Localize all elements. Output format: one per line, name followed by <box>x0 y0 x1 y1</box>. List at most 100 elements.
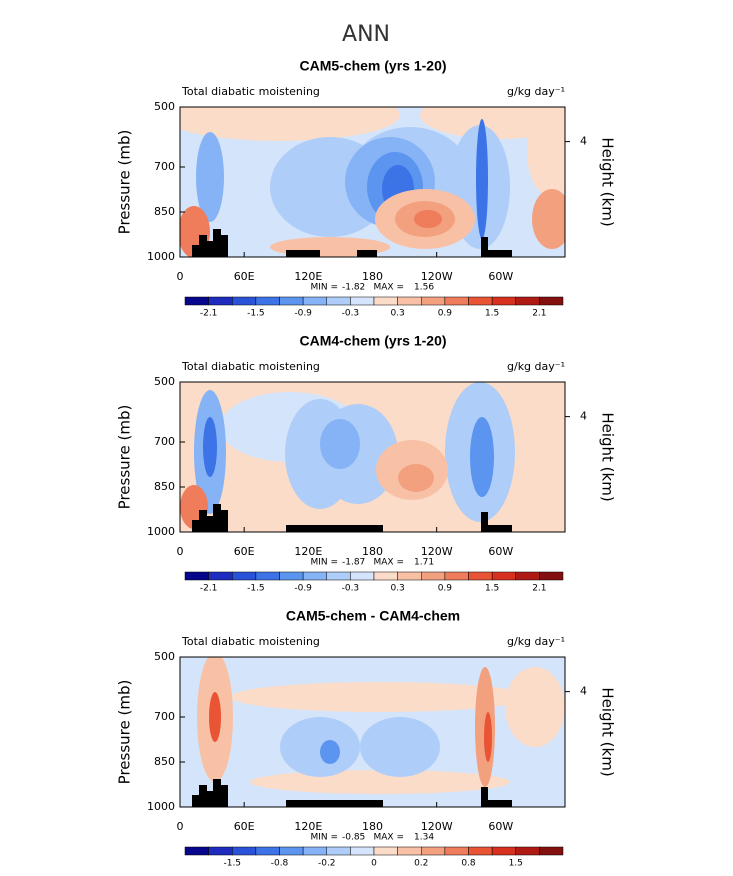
colorbar-box <box>326 296 351 306</box>
colorbar-box <box>350 571 375 581</box>
colorbar-label: 0.8 <box>461 859 476 869</box>
colorbar-box <box>302 846 327 856</box>
colorbar-box <box>373 571 398 581</box>
x-tick-label: 120E <box>294 270 322 283</box>
x-tick-label: 120E <box>294 545 322 558</box>
colorbar-box <box>232 296 257 306</box>
colorbar-box <box>421 296 446 306</box>
colorbar-box <box>184 296 209 306</box>
x-tick-label: 60E <box>234 820 255 833</box>
contour-region <box>280 717 360 777</box>
colorbar-box <box>515 571 540 581</box>
contour-region <box>230 682 530 712</box>
land <box>481 237 488 257</box>
contour-field <box>180 107 565 257</box>
colorbar-box <box>208 571 233 581</box>
field-label: Total diabatic moistening <box>181 635 320 648</box>
colorbar-box <box>184 571 209 581</box>
y-axis-label: Pressure (mb) <box>116 405 134 510</box>
y-tick-label: 500 <box>154 100 175 113</box>
colorbar-box <box>232 846 257 856</box>
colorbar-label: 1.5 <box>485 584 499 594</box>
min-value: -1.82 <box>342 283 365 293</box>
colorbar-box <box>279 571 304 581</box>
land <box>220 785 228 807</box>
panel-title: CAM5-chem - CAM4-chem <box>286 608 460 624</box>
max-value: 1.71 <box>414 558 434 568</box>
colorbar-box <box>397 846 422 856</box>
land <box>213 229 221 257</box>
y-axis-label: Pressure (mb) <box>116 130 134 235</box>
colorbar-label: 0.9 <box>438 584 453 594</box>
y2-tick-label: 4 <box>580 685 587 698</box>
y2-axis-label: Height (km) <box>599 137 617 226</box>
min-value: -0.85 <box>342 833 365 843</box>
colorbar-label: -0.2 <box>318 859 336 869</box>
contour-region <box>505 667 565 747</box>
colorbar-box <box>468 846 493 856</box>
y2-axis-label: Height (km) <box>599 412 617 501</box>
y-tick-label: 1000 <box>147 800 175 813</box>
colorbar-box <box>491 571 516 581</box>
land <box>199 235 207 257</box>
land <box>199 785 207 807</box>
colorbar-box <box>421 571 446 581</box>
land <box>481 525 512 532</box>
colorbar-box <box>232 571 257 581</box>
contour-region <box>532 189 565 249</box>
colorbar-box <box>397 296 422 306</box>
colorbar-label: -0.9 <box>294 309 312 319</box>
colorbar-label: -2.1 <box>200 309 218 319</box>
x-tick-label: 60W <box>488 545 513 558</box>
contour-region <box>203 417 217 477</box>
colorbar-label: -0.8 <box>271 859 289 869</box>
max-value: 1.34 <box>414 833 434 843</box>
colorbar-box <box>539 846 564 856</box>
contour-region <box>414 210 442 228</box>
min-value: -1.87 <box>342 558 365 568</box>
colorbar-box <box>539 571 564 581</box>
figure-title: ANN <box>342 22 390 47</box>
colorbar-box <box>444 846 469 856</box>
field-label: Total diabatic moistening <box>181 85 320 98</box>
contour-region <box>250 770 510 794</box>
x-tick-label: 180 <box>362 545 383 558</box>
colorbar-box <box>208 846 233 856</box>
y-tick-label: 700 <box>154 160 175 173</box>
x-tick-label: 180 <box>362 270 383 283</box>
contour-region <box>420 107 565 139</box>
contour-region <box>527 107 565 197</box>
land <box>481 800 512 807</box>
colorbar-box <box>326 846 351 856</box>
y2-tick-label: 4 <box>580 135 587 148</box>
colorbar-box <box>279 296 304 306</box>
contour-region <box>180 107 400 141</box>
min-label: MIN = <box>310 558 338 568</box>
colorbar-label: -0.9 <box>294 584 312 594</box>
contour-region <box>398 464 434 492</box>
panel-title: CAM4-chem (yrs 1-20) <box>299 333 446 349</box>
colorbar-label: 0.3 <box>390 584 404 594</box>
colorbar-label: 0.3 <box>390 309 404 319</box>
colorbar-label: 0.2 <box>414 859 428 869</box>
colorbar-box <box>302 571 327 581</box>
contour-region <box>196 132 224 222</box>
land <box>481 250 512 257</box>
y-tick-label: 500 <box>154 650 175 663</box>
colorbar-box <box>279 846 304 856</box>
colorbar-box <box>184 846 209 856</box>
colorbar-label: -0.3 <box>342 309 360 319</box>
colorbar-box <box>350 296 375 306</box>
colorbar-box <box>491 846 516 856</box>
colorbar-box <box>350 846 375 856</box>
land <box>481 512 488 532</box>
y-axis-label: Pressure (mb) <box>116 680 134 785</box>
land <box>192 524 227 532</box>
x-tick-label: 120W <box>421 270 453 283</box>
contour-region <box>320 419 360 469</box>
land <box>192 799 227 807</box>
contour-region <box>320 740 340 764</box>
colorbar-box <box>468 296 493 306</box>
colorbar-label: -1.5 <box>223 859 241 869</box>
